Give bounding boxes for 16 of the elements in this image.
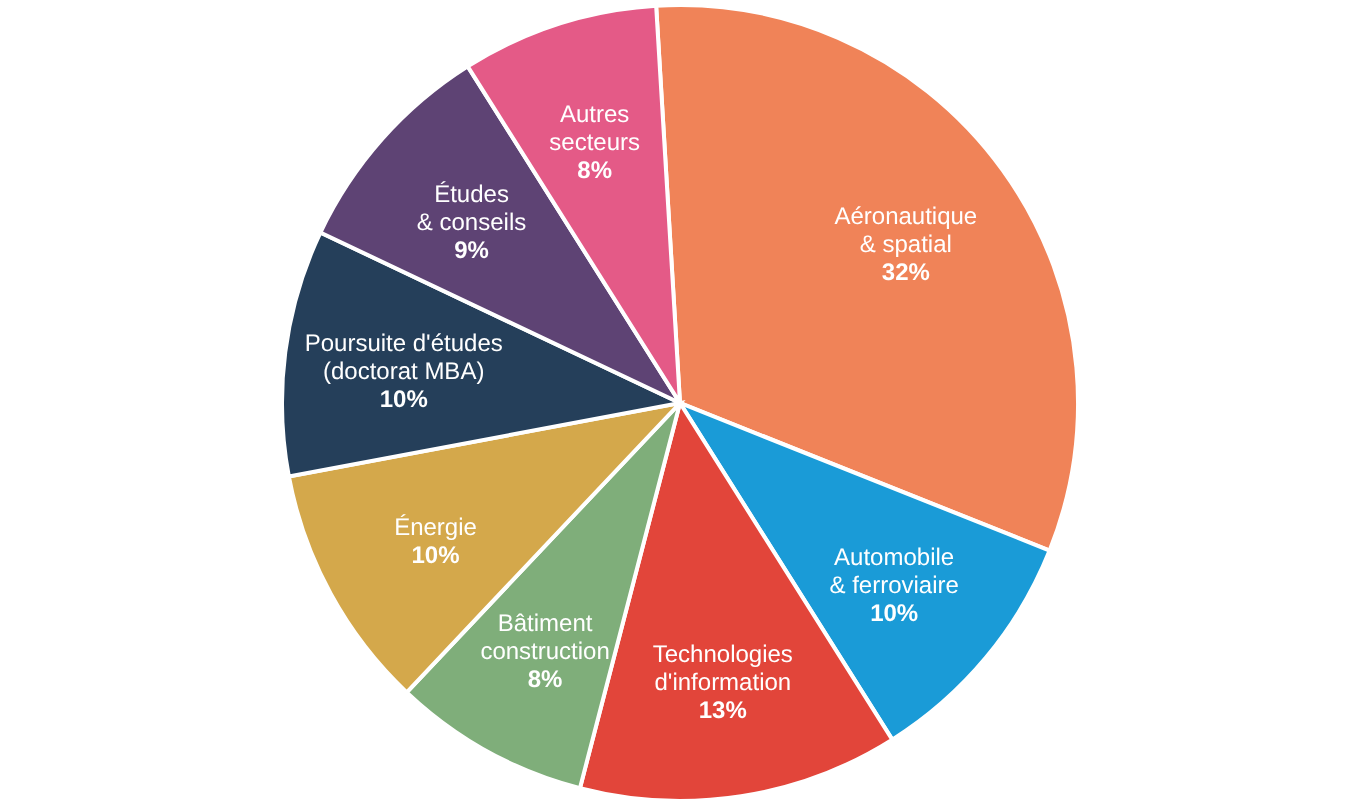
slice-label: Poursuite d'études (doctorat MBA): [304, 329, 503, 386]
slice-label: Autres secteurs: [549, 99, 641, 156]
slice-label: Automobile & ferroviaire: [829, 543, 960, 600]
slice-label: Technologies d'information: [652, 640, 793, 697]
data-label: 10%: [870, 599, 919, 628]
slice-label: Études & conseils: [416, 180, 527, 237]
slice-label: Énergie: [394, 512, 478, 541]
data-label: 9%: [454, 236, 490, 265]
slice-label: Bâtiment construction: [480, 608, 610, 665]
data-label: 32%: [881, 257, 931, 286]
data-label: 10%: [379, 385, 429, 414]
data-label: 13%: [698, 696, 748, 725]
slice-label: Aéronautique & spatial: [834, 201, 978, 258]
data-label: 10%: [411, 540, 461, 569]
data-label: 8%: [577, 155, 613, 184]
data-label: 8%: [527, 664, 564, 693]
